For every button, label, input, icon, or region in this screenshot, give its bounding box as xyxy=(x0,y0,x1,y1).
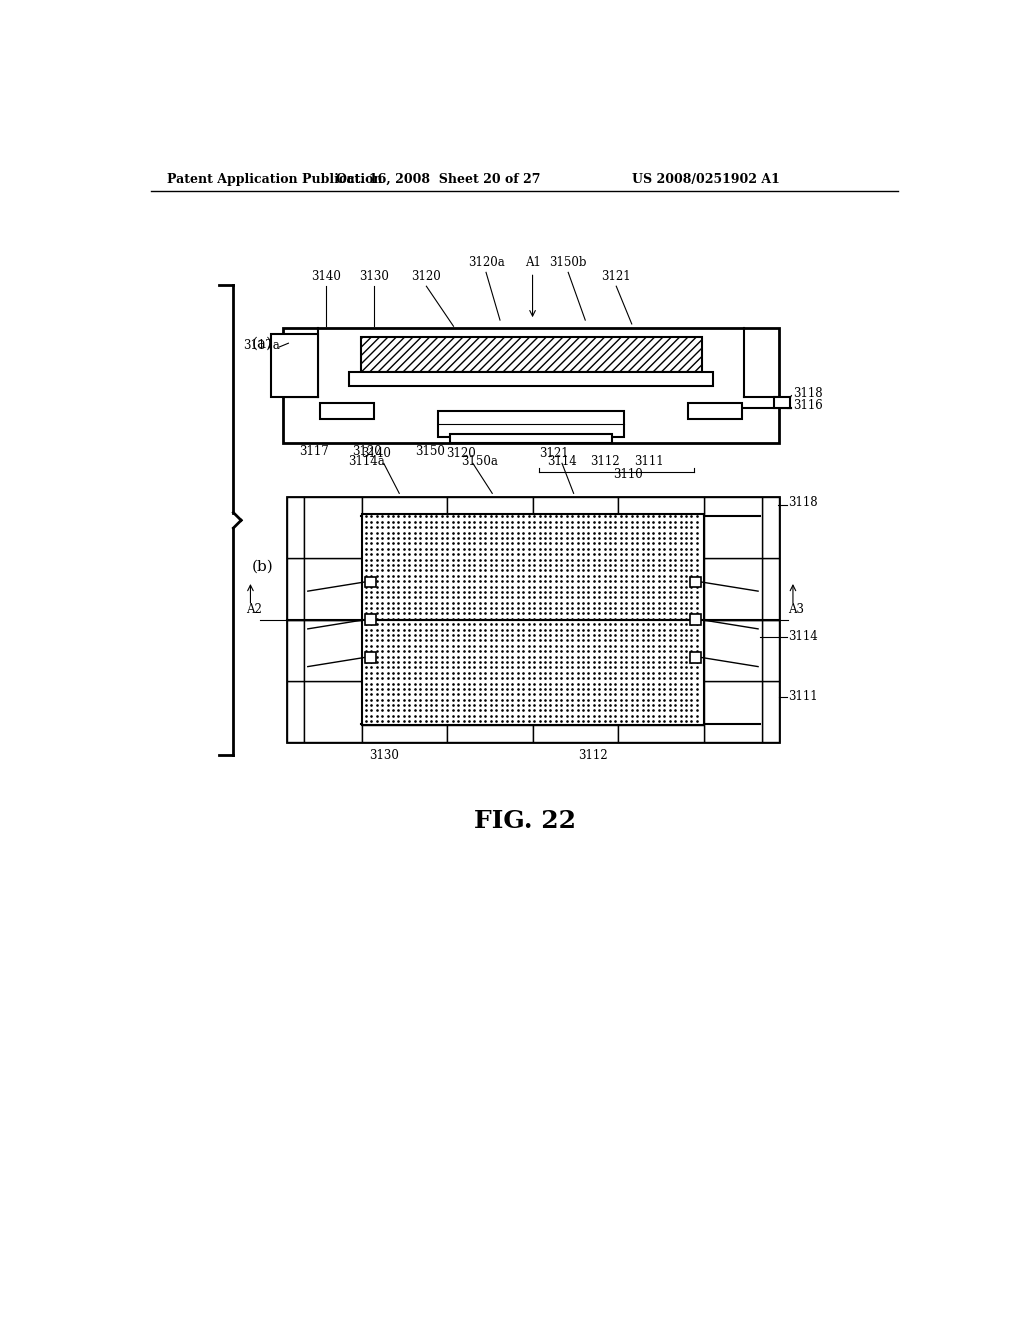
Text: 3112: 3112 xyxy=(579,748,608,762)
Text: A3: A3 xyxy=(788,603,804,616)
Text: 3118: 3118 xyxy=(788,496,818,510)
Bar xyxy=(287,498,304,558)
Bar xyxy=(360,337,701,372)
Text: Patent Application Publication: Patent Application Publication xyxy=(167,173,382,186)
Bar xyxy=(321,404,375,418)
Text: FIG. 22: FIG. 22 xyxy=(474,809,575,833)
Text: 3117a: 3117a xyxy=(243,339,280,352)
Bar xyxy=(362,498,447,515)
Text: 3111: 3111 xyxy=(788,690,818,702)
Bar xyxy=(618,498,703,515)
Text: 3114: 3114 xyxy=(788,630,818,643)
Bar xyxy=(762,681,779,742)
Text: 3150a: 3150a xyxy=(461,455,498,467)
Bar xyxy=(690,614,700,626)
Bar xyxy=(690,577,700,587)
Bar xyxy=(366,652,376,663)
Text: (a): (a) xyxy=(252,337,273,350)
Text: (b): (b) xyxy=(252,560,273,573)
Bar xyxy=(366,614,376,626)
Bar xyxy=(762,619,779,681)
Text: A1: A1 xyxy=(524,256,541,269)
Bar xyxy=(304,558,362,619)
Bar xyxy=(618,725,703,742)
Bar xyxy=(762,558,779,619)
Bar xyxy=(690,652,700,663)
Text: 3140: 3140 xyxy=(361,447,391,461)
Text: 3130: 3130 xyxy=(369,748,398,762)
Bar xyxy=(287,619,304,681)
Text: 3120: 3120 xyxy=(446,447,476,461)
Bar xyxy=(703,681,762,742)
Text: 3130: 3130 xyxy=(359,271,389,282)
Bar xyxy=(287,558,304,619)
Text: 3121: 3121 xyxy=(601,271,631,282)
Text: 3117: 3117 xyxy=(299,445,329,458)
Text: 3112: 3112 xyxy=(590,455,620,467)
Bar xyxy=(349,372,713,387)
Text: US 2008/0251902 A1: US 2008/0251902 A1 xyxy=(632,173,779,186)
Text: A2: A2 xyxy=(246,603,262,616)
Bar xyxy=(762,498,779,558)
Text: 3110: 3110 xyxy=(613,469,643,480)
Text: 3120: 3120 xyxy=(352,445,382,458)
Bar xyxy=(703,558,762,619)
Bar xyxy=(287,498,779,742)
Text: 3114: 3114 xyxy=(547,455,577,467)
Bar xyxy=(304,498,362,558)
Bar xyxy=(703,619,762,681)
Bar xyxy=(283,327,779,444)
Bar xyxy=(271,334,317,397)
Text: Oct. 16, 2008  Sheet 20 of 27: Oct. 16, 2008 Sheet 20 of 27 xyxy=(336,173,541,186)
Bar xyxy=(362,515,703,725)
Text: 3118: 3118 xyxy=(793,387,822,400)
Bar xyxy=(438,411,624,437)
Text: 3120a: 3120a xyxy=(468,256,505,269)
Bar xyxy=(687,404,741,418)
Bar xyxy=(450,434,612,444)
Bar xyxy=(304,619,362,681)
Bar xyxy=(703,498,762,558)
Text: 3121: 3121 xyxy=(540,447,569,461)
Text: 3140: 3140 xyxy=(311,271,341,282)
Bar xyxy=(532,498,618,515)
Bar xyxy=(366,577,376,587)
Text: 3150b: 3150b xyxy=(550,256,587,269)
Bar xyxy=(304,681,362,742)
Text: 3111: 3111 xyxy=(634,455,664,467)
Bar xyxy=(774,397,790,408)
Bar xyxy=(532,725,618,742)
Bar xyxy=(304,515,762,725)
Text: 3120: 3120 xyxy=(412,271,441,282)
Text: 3116: 3116 xyxy=(793,400,822,412)
Bar xyxy=(447,498,532,515)
Bar xyxy=(447,725,532,742)
Text: 3114a: 3114a xyxy=(348,455,385,467)
Text: 3150: 3150 xyxy=(416,445,445,458)
Bar xyxy=(362,725,447,742)
Bar xyxy=(287,681,304,742)
